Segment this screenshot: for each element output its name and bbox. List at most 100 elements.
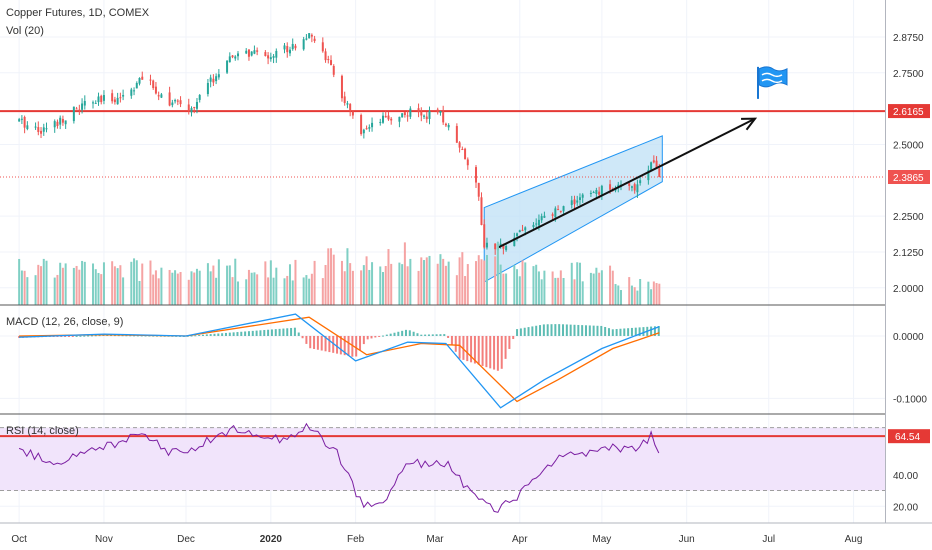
macd-histogram-bar bbox=[443, 334, 446, 336]
x-tick-label: May bbox=[592, 534, 611, 545]
macd-histogram-bar bbox=[117, 335, 120, 337]
candle-body bbox=[228, 56, 231, 63]
candle-body bbox=[195, 101, 198, 109]
candle-body bbox=[209, 77, 212, 82]
candle-body bbox=[245, 50, 248, 54]
macd-histogram-bar bbox=[113, 335, 116, 337]
volume-bar bbox=[600, 270, 603, 305]
candle-body bbox=[206, 82, 209, 95]
volume-bar bbox=[595, 267, 598, 305]
macd-histogram-bar bbox=[286, 328, 289, 336]
candle-body bbox=[215, 76, 218, 82]
candle-body bbox=[390, 118, 393, 121]
flag-icon bbox=[756, 66, 788, 99]
candle-body bbox=[94, 102, 97, 104]
macd-histogram-bar bbox=[255, 330, 258, 336]
volume-bar bbox=[475, 261, 478, 305]
candle-body bbox=[174, 100, 177, 102]
candle-body bbox=[417, 108, 420, 113]
macd-histogram-bar bbox=[198, 334, 201, 336]
candle-body bbox=[365, 128, 368, 130]
candle-body bbox=[247, 49, 250, 57]
volume-bar bbox=[409, 258, 412, 305]
volume-bar bbox=[56, 274, 59, 305]
candle-body bbox=[264, 52, 267, 57]
volume-bar bbox=[442, 258, 445, 305]
volume-bar bbox=[157, 278, 160, 305]
rsi-pane[interactable] bbox=[0, 422, 885, 513]
macd-histogram-bar bbox=[573, 324, 576, 336]
volume-bar bbox=[332, 254, 335, 305]
macd-histogram-bar bbox=[110, 335, 113, 337]
candle-body bbox=[466, 159, 469, 166]
volume-bar bbox=[206, 263, 209, 305]
volume-bar bbox=[532, 266, 535, 305]
volume-bar bbox=[461, 252, 464, 305]
candle-body bbox=[398, 116, 401, 122]
volume-bar bbox=[559, 270, 562, 305]
volume-bar bbox=[573, 279, 576, 305]
macd-histogram-bar bbox=[458, 335, 461, 359]
volume-bar bbox=[652, 281, 655, 305]
macd-histogram-bar bbox=[102, 334, 105, 336]
candle-body bbox=[171, 102, 174, 106]
volume-bar bbox=[480, 259, 483, 305]
volume-bar bbox=[231, 277, 234, 305]
target-arrow-line bbox=[497, 117, 756, 249]
candle-body bbox=[160, 94, 163, 98]
x-tick-label: Jun bbox=[679, 534, 695, 545]
candle-body bbox=[589, 192, 592, 194]
macd-histogram-bar bbox=[650, 326, 653, 336]
candle-body bbox=[652, 160, 655, 163]
candle-body bbox=[639, 180, 642, 184]
macd-histogram-bar bbox=[240, 331, 243, 336]
candle-body bbox=[598, 191, 601, 195]
macd-histogram-bar bbox=[489, 335, 492, 369]
volume-bar bbox=[466, 264, 469, 305]
candle-body bbox=[327, 59, 330, 61]
candle-body bbox=[557, 209, 560, 211]
volume-bar bbox=[97, 272, 100, 305]
candle-body bbox=[61, 118, 64, 123]
candle-body bbox=[256, 50, 259, 52]
volume-bar bbox=[212, 265, 215, 305]
macd-histogram-bar bbox=[125, 335, 128, 337]
volume-bar bbox=[420, 257, 423, 305]
volume-bar bbox=[639, 279, 642, 305]
volume-bar bbox=[417, 270, 420, 305]
volume-bar bbox=[111, 261, 114, 305]
macd-histogram-bar bbox=[435, 334, 438, 336]
candle-body bbox=[18, 119, 21, 122]
macd-histogram-bar bbox=[462, 335, 465, 360]
macd-histogram-bar bbox=[282, 328, 285, 336]
rsi-tick-label: 20.00 bbox=[893, 502, 918, 513]
volume-bar bbox=[209, 271, 212, 305]
macd-pane[interactable] bbox=[18, 313, 660, 409]
volume-bar bbox=[154, 270, 157, 305]
candle-body bbox=[305, 38, 308, 40]
candle-body bbox=[351, 111, 354, 116]
candle-body bbox=[286, 46, 289, 53]
macd-histogram-bar bbox=[213, 333, 216, 336]
volume-bar bbox=[275, 267, 278, 305]
x-tick-label: Dec bbox=[177, 534, 195, 545]
macd-histogram-bar bbox=[600, 325, 603, 336]
macd-histogram-bar bbox=[351, 335, 354, 357]
candle-body bbox=[403, 112, 406, 116]
volume-bar bbox=[37, 264, 40, 305]
volume-bar bbox=[346, 248, 349, 305]
macd-histogram-bar bbox=[121, 335, 124, 337]
candle-body bbox=[559, 210, 562, 212]
macd-histogram-bar bbox=[217, 333, 220, 336]
candle-body bbox=[384, 115, 387, 118]
price-pane[interactable] bbox=[0, 33, 885, 283]
candle-body bbox=[458, 142, 461, 148]
volume-bar bbox=[513, 265, 516, 305]
macd-histogram-bar bbox=[87, 335, 90, 337]
volume-bar bbox=[23, 270, 26, 305]
x-tick-label: Aug bbox=[845, 534, 863, 545]
macd-histogram-bar bbox=[190, 335, 193, 337]
volume-bar bbox=[496, 242, 499, 305]
volume-bar bbox=[439, 254, 442, 305]
volume-bar bbox=[521, 260, 524, 305]
